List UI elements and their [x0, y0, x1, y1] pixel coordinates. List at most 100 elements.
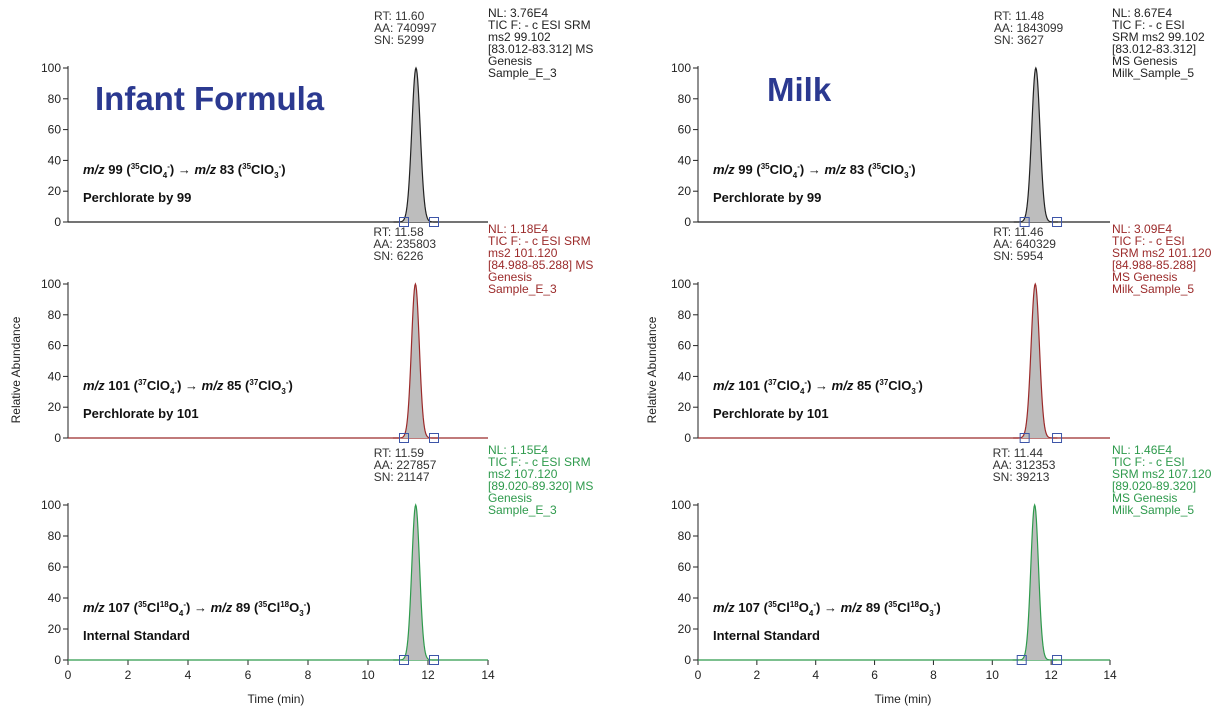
peak-info-line: SN: 6226 — [373, 249, 423, 263]
y-tick-label: 20 — [678, 184, 692, 198]
peak-start-marker — [1016, 655, 1027, 665]
scan-info-line: TIC F: - c ESI — [1112, 234, 1185, 248]
y-tick-label: 60 — [48, 123, 62, 137]
y-tick-label: 80 — [48, 529, 62, 543]
scan-info-line: TIC F: - c ESI SRM — [488, 234, 591, 248]
compound-label: Perchlorate by 99 — [83, 190, 191, 205]
transition-label: m/z 99 (35ClO4-) → m/z 83 (35ClO3-) — [83, 162, 286, 180]
scan-info-line: TIC F: - c ESI SRM — [488, 455, 591, 469]
y-tick-label: 20 — [48, 400, 62, 414]
scan-info-line: MS Genesis — [1112, 270, 1177, 284]
y-tick-label: 100 — [41, 277, 61, 291]
y-tick-label: 20 — [48, 622, 62, 636]
scan-info-line: Milk_Sample_5 — [1112, 66, 1194, 80]
infant-formula-title: Infant Formula — [95, 80, 325, 117]
y-tick-label: 100 — [671, 61, 691, 75]
x-tick-label: 4 — [185, 668, 192, 682]
peak-start-marker — [399, 433, 409, 443]
peak-info-line: AA: 640329 — [993, 237, 1056, 251]
scan-info-line: Milk_Sample_5 — [1112, 503, 1194, 517]
peak-trace — [393, 66, 439, 223]
y-tick-label: 0 — [684, 431, 691, 445]
x-axis-label-left: Time (min) — [248, 692, 305, 706]
y-tick-label: 80 — [48, 308, 62, 322]
scan-info-line: ms2 99.102 — [488, 30, 551, 44]
peak-area-fill — [1013, 284, 1058, 438]
y-tick-label: 0 — [684, 215, 691, 229]
peak-end-marker — [1052, 433, 1063, 443]
x-tick-label: 12 — [1044, 668, 1058, 682]
y-tick-label: 0 — [54, 431, 61, 445]
x-tick-label: 0 — [65, 668, 72, 682]
milk-title: Milk — [767, 71, 832, 108]
peak-area-fill — [393, 505, 439, 660]
peak-info-line: SN: 5299 — [374, 33, 424, 47]
y-tick-label: 80 — [48, 92, 62, 106]
y-tick-label: 60 — [48, 339, 62, 353]
y-tick-label: 40 — [48, 153, 62, 167]
compound-label: Internal Standard — [713, 628, 820, 643]
y-tick-label: 80 — [678, 529, 692, 543]
scan-info-line: NL: 1.46E4 — [1112, 443, 1172, 457]
x-tick-label: 10 — [986, 668, 1000, 682]
compound-label: Perchlorate by 101 — [713, 406, 829, 421]
peak-end-marker — [429, 655, 439, 665]
x-tick-label: 4 — [812, 668, 819, 682]
peak-info-line: SN: 21147 — [374, 470, 430, 484]
compound-label: Perchlorate by 101 — [83, 406, 199, 421]
y-tick-label: 40 — [48, 591, 62, 605]
y-tick-label: 100 — [671, 498, 691, 512]
scan-info-line: Genesis — [488, 270, 532, 284]
scan-info-line: [83.012-83.312] — [1112, 42, 1196, 56]
y-tick-label: 60 — [48, 560, 62, 574]
y-tick-label: 0 — [684, 653, 691, 667]
scan-info-line: NL: 3.09E4 — [1112, 222, 1172, 236]
x-axis-label-right: Time (min) — [875, 692, 932, 706]
compound-label: Internal Standard — [83, 628, 190, 643]
scan-info-line: [84.988-85.288] — [1112, 258, 1196, 272]
y-tick-label: 0 — [54, 215, 61, 229]
compound-label: Perchlorate by 99 — [713, 190, 821, 205]
peak-info-line: AA: 235803 — [373, 237, 436, 251]
scan-info-line: [89.020-89.320] — [1112, 479, 1196, 493]
y-tick-label: 20 — [678, 400, 692, 414]
y-tick-label: 0 — [54, 653, 61, 667]
scan-info-line: Milk_Sample_5 — [1112, 282, 1194, 296]
y-axis-label-right: Relative Abundance — [645, 316, 659, 423]
transition-label: m/z 101 (37ClO4-) → m/z 85 (37ClO3-) — [713, 378, 923, 396]
scan-info-line: ms2 107.120 — [488, 467, 558, 481]
x-tick-label: 14 — [481, 668, 495, 682]
peak-trace — [393, 503, 439, 661]
y-tick-label: 60 — [678, 123, 692, 137]
peak-info-line: SN: 3627 — [994, 33, 1044, 47]
scan-info-line: NL: 8.67E4 — [1112, 6, 1172, 20]
scan-info-line: TIC F: - c ESI — [1112, 18, 1185, 32]
x-tick-label: 12 — [421, 668, 435, 682]
scan-info-line: [89.020-89.320] MS — [488, 479, 593, 493]
peak-trace — [1013, 66, 1058, 223]
x-tick-label: 14 — [1103, 668, 1117, 682]
peak-end-marker — [429, 217, 439, 227]
y-tick-label: 100 — [671, 277, 691, 291]
peak-area-fill — [1013, 68, 1058, 222]
peak-end-marker — [429, 433, 439, 443]
peak-area-fill — [1012, 505, 1057, 660]
scan-info-line: SRM ms2 101.120 — [1112, 246, 1212, 260]
transition-label: m/z 107 (35Cl18O4-) → m/z 89 (35Cl18O3-) — [83, 600, 311, 618]
scan-info-line: NL: 1.18E4 — [488, 222, 548, 236]
y-tick-label: 60 — [678, 339, 692, 353]
peak-start-marker — [1019, 217, 1030, 227]
scan-info-line: MS Genesis — [1112, 491, 1177, 505]
y-tick-label: 20 — [678, 622, 692, 636]
scan-info-line: [83.012-83.312] MS — [488, 42, 593, 56]
x-tick-label: 6 — [871, 668, 878, 682]
x-tick-label: 8 — [930, 668, 937, 682]
scan-info-line: NL: 1.15E4 — [488, 443, 548, 457]
peak-start-marker — [399, 655, 409, 665]
peak-end-marker — [1052, 217, 1063, 227]
peak-info-line: RT: 11.46 — [993, 225, 1044, 239]
